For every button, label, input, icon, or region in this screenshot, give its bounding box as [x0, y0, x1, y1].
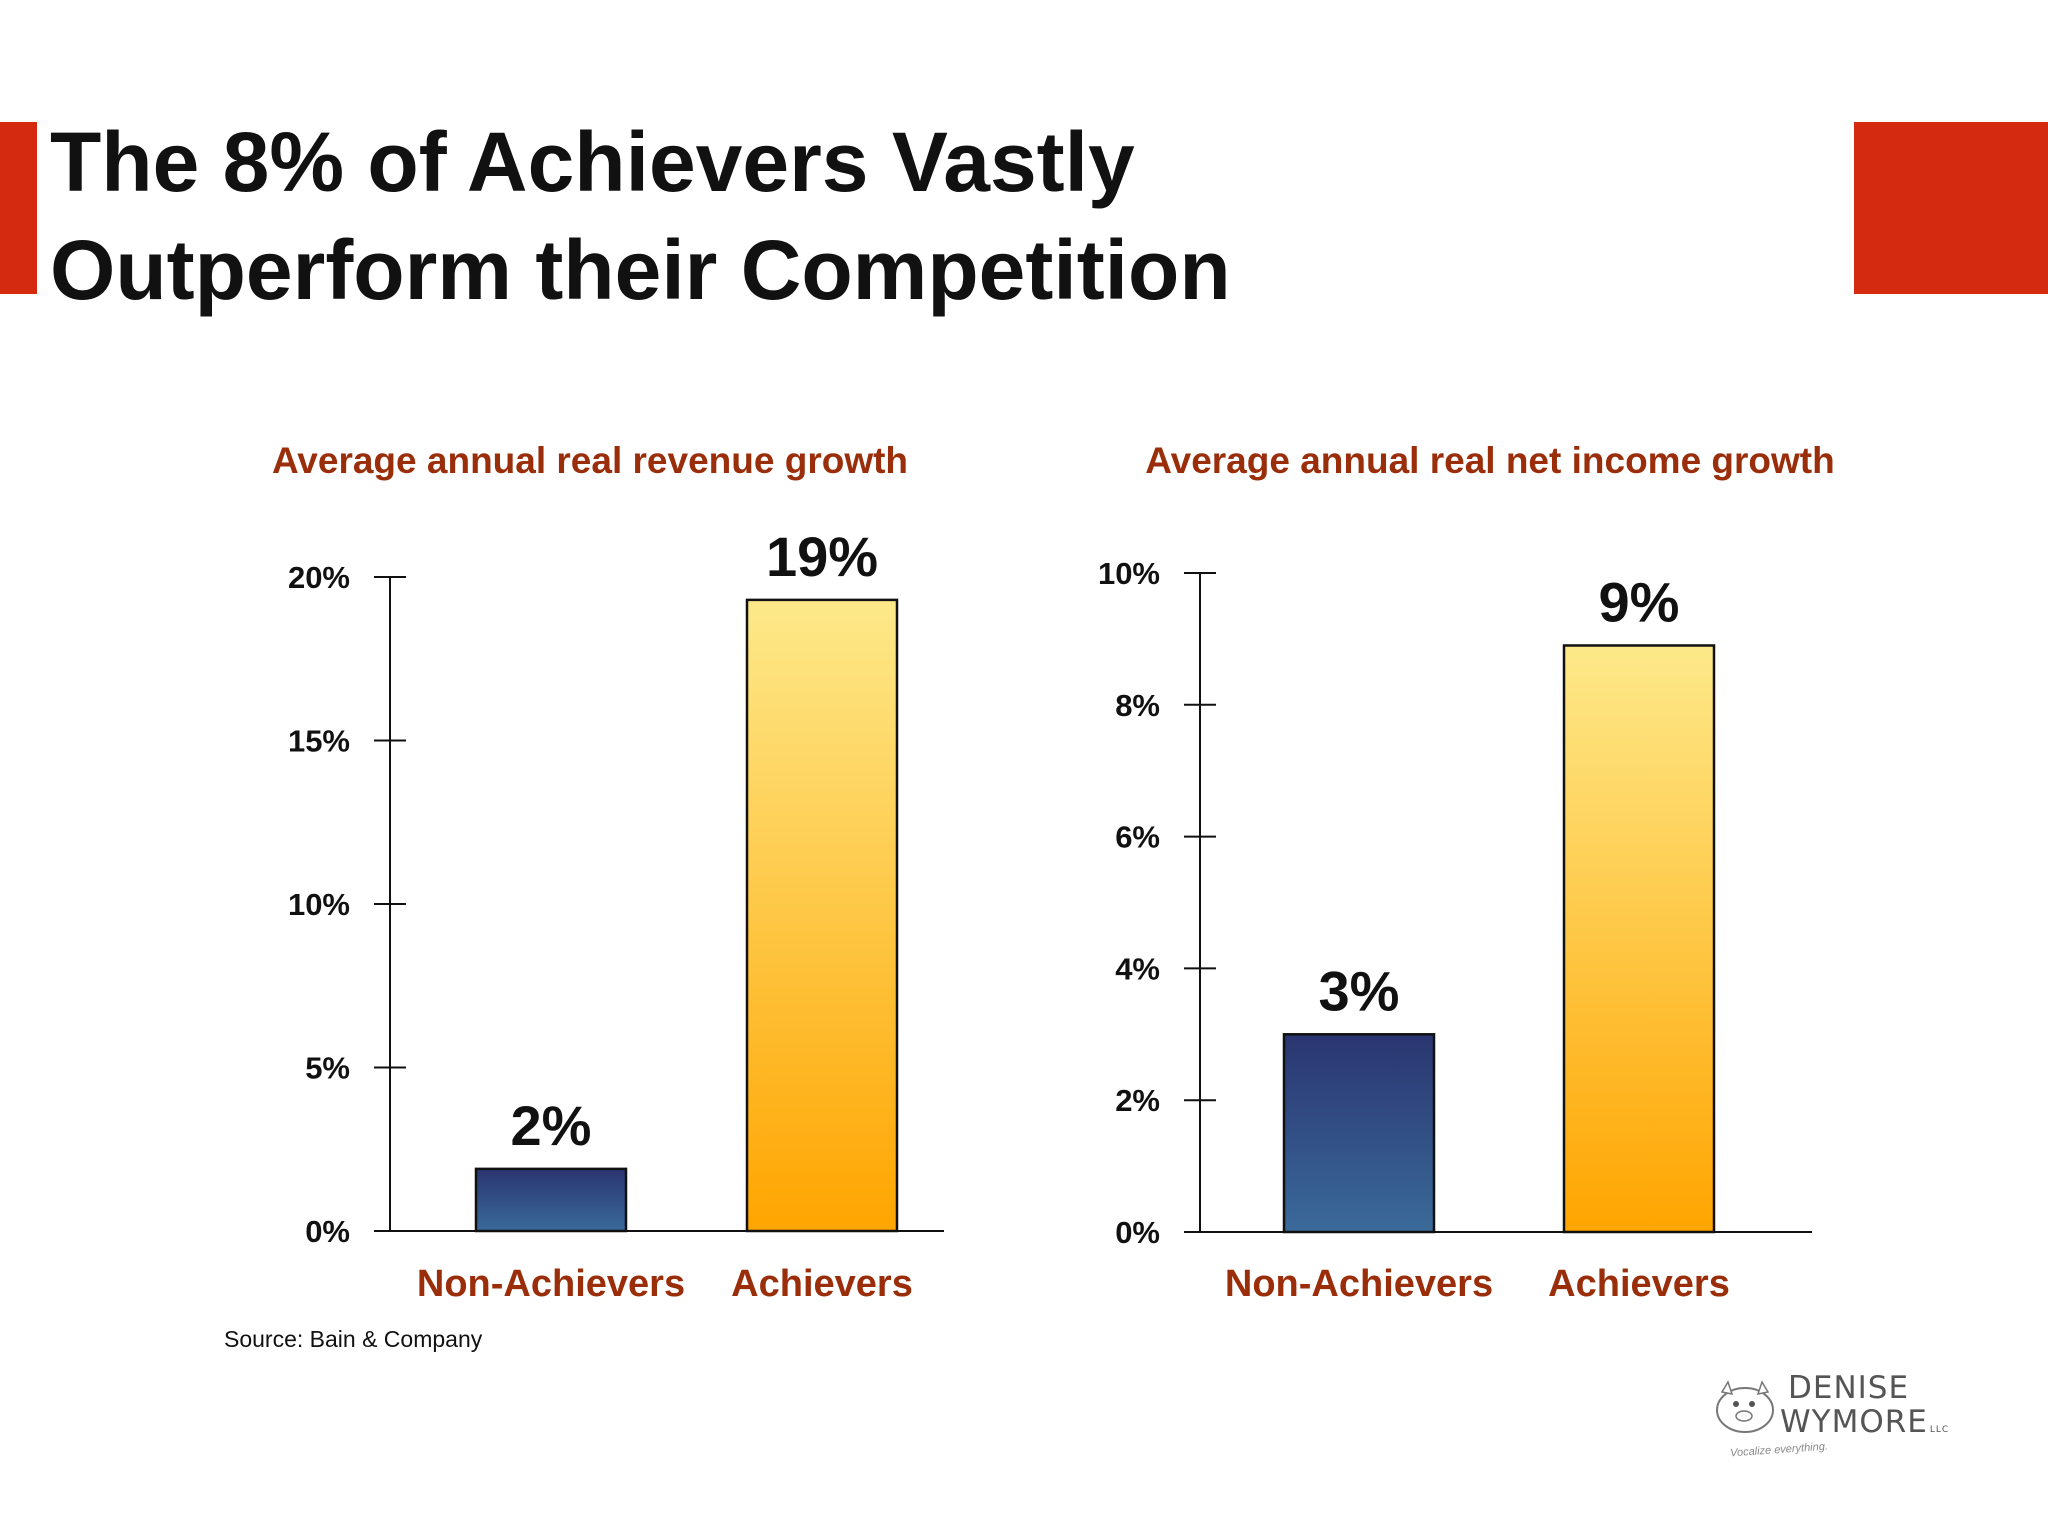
slide-title-line-2: Outperform their Competition	[50, 223, 1231, 317]
bar-non-achievers	[1282, 1033, 1436, 1234]
logo-text-denise: DENISE	[1788, 1370, 1910, 1406]
category-label: Non-Achievers	[417, 1263, 685, 1305]
pig-mascot-icon	[1716, 1380, 1774, 1433]
y-tick-label: 20%	[288, 560, 350, 595]
denise-wymore-logo: DENISE WYMORE LLC Vocalize everything.	[1700, 1340, 1980, 1470]
revenue-growth-chart-title: Average annual real revenue growth	[271, 440, 909, 481]
revenue-growth-chart-plot: 0% 5% 10% 15% 20% 2% Non-Achievers 19% Achievers	[288, 525, 944, 1305]
y-tick-label: 15%	[288, 724, 350, 759]
y-tick-label: 8%	[1115, 688, 1160, 723]
logo-llc: LLC	[1929, 1425, 1950, 1435]
data-label: 19%	[766, 525, 878, 588]
revenue-growth-chart: Average annual real revenue growth 0% 5% 1…	[200, 430, 980, 1350]
data-label: 2%	[511, 1094, 592, 1157]
y-tick-label: 10%	[1098, 556, 1160, 591]
net-income-growth-chart-title: Average annual real net income growth	[1145, 440, 1835, 481]
logo-text-wymore-word: WYMORE	[1780, 1404, 1928, 1440]
data-label: 3%	[1319, 959, 1400, 1022]
category-label: Achievers	[1548, 1263, 1730, 1305]
source-note: Source: Bain & Company	[224, 1326, 483, 1352]
net-income-growth-chart: Average annual real net income growth 0%…	[1040, 430, 1940, 1350]
y-tick-label: 2%	[1115, 1083, 1160, 1118]
category-label: Achievers	[731, 1263, 913, 1305]
y-tick-label: 10%	[288, 887, 350, 922]
y-tick-label: 5%	[305, 1051, 350, 1086]
y-tick-label: 0%	[305, 1214, 350, 1249]
net-income-growth-chart-plot: 0% 2% 4% 6% 8% 10% 3% Non-Achievers 9% Achievers	[1098, 556, 1812, 1305]
accent-bar-right	[1854, 122, 2048, 294]
logo-text-wymore: WYMORE LLC	[1780, 1404, 1949, 1440]
slide-title-line-1: The 8% of Achievers Vastly	[50, 115, 1135, 209]
y-tick-label: 0%	[1115, 1215, 1160, 1250]
slide-title: The 8% of Achievers Vastly Outperform th…	[50, 108, 1231, 324]
bar-achievers	[1562, 644, 1716, 1234]
category-label: Non-Achievers	[1225, 1263, 1493, 1305]
data-label: 9%	[1599, 570, 1680, 633]
y-tick-label: 6%	[1115, 820, 1160, 855]
y-tick-label: 4%	[1115, 951, 1160, 986]
bar-achievers	[745, 598, 899, 1233]
accent-bar-left	[0, 122, 37, 294]
bar-non-achievers	[474, 1167, 628, 1233]
